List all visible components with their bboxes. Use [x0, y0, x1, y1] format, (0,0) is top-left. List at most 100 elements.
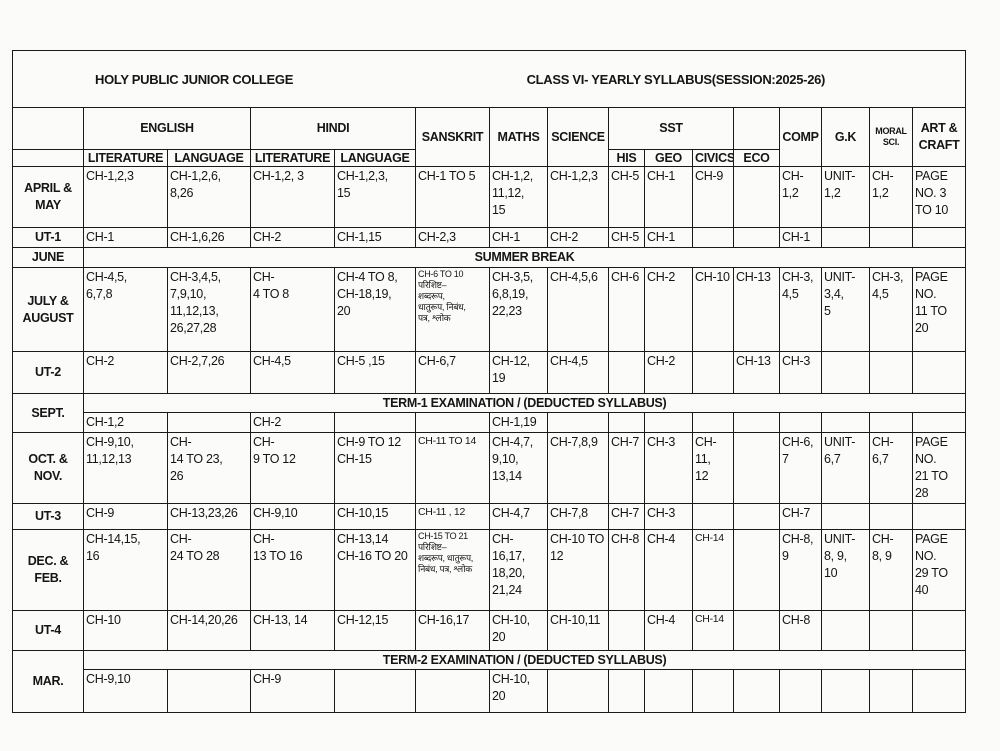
syllabus-cell: CH-2 — [644, 351, 693, 394]
column-header-hindi: HINDI — [250, 107, 416, 150]
syllabus-cell: CH-2,7,26 — [167, 351, 251, 394]
syllabus-cell: CH-13 — [733, 351, 780, 394]
title-bar: HOLY PUBLIC JUNIOR COLLEGE CLASS VI- YEA… — [14, 68, 965, 90]
syllabus-cell: CH- 6,7 — [869, 432, 913, 504]
syllabus-cell — [334, 412, 416, 433]
syllabus-cell: CH-3 — [779, 351, 822, 394]
syllabus-cell: CH-7,8,9 — [547, 432, 609, 504]
syllabus-cell — [911, 227, 967, 248]
table-row: UT-4 CH-10 CH-14,20,26 CH-13, 14 CH-12,15 CH-… — [12, 610, 967, 651]
syllabus-cell: CH-12, 19 — [489, 351, 548, 394]
syllabus-cell: CH-1 TO 5 — [415, 166, 490, 228]
month-label: JULY & AUGUST — [12, 267, 84, 352]
column-header-blank — [12, 107, 84, 150]
syllabus-cell: CH-9 — [250, 669, 335, 713]
syllabus-cell: CH-9 TO 12 CH-15 — [334, 432, 416, 504]
syllabus-cell: CH- 11, 12 — [692, 432, 734, 504]
syllabus-cell: CH-10, 20 — [489, 669, 548, 713]
syllabus-cell — [547, 669, 609, 713]
table-row: MAR. TERM-2 EXAMINATION / (DEDUCTED SYLLA… — [12, 650, 967, 713]
syllabus-cell: CH-2,3 — [415, 227, 490, 248]
syllabus-cell: CH-7 — [608, 432, 645, 504]
table-row: JUNE SUMMER BREAK — [12, 247, 967, 268]
syllabus-cell: CH-4,5 — [250, 351, 335, 394]
banner-term-2-examination-deducted-syllabus: TERM-2 EXAMINATION / (DEDUCTED SYLLABUS) — [82, 650, 967, 670]
column-header-art-craft: ART & CRAFT — [911, 107, 967, 167]
syllabus-cell — [911, 351, 967, 394]
syllabus-cell — [869, 610, 913, 651]
syllabus-document: HOLY PUBLIC JUNIOR COLLEGE CLASS VI- YEA… — [11, 50, 967, 713]
column-header-comp: COMP — [779, 107, 822, 167]
syllabus-cell — [415, 669, 490, 713]
column-header-moral-sci: MORAL SCI. — [869, 107, 913, 167]
syllabus-cell: UNIT- 6,7 — [821, 432, 870, 504]
syllabus-cell: CH-4 TO 8, CH-18,19, 20 — [334, 267, 416, 352]
syllabus-cell: PAGE NO. 11 TO 20 — [911, 267, 967, 352]
syllabus-cell — [911, 412, 967, 433]
syllabus-cell: CH- 1,2 — [779, 166, 822, 228]
document-title: CLASS VI- YEARLY SYLLABUS(SESSION:2025-2… — [526, 71, 826, 87]
syllabus-cell: CH-13,23,26 — [167, 503, 251, 530]
banner-summer-break: SUMMER BREAK — [82, 247, 967, 268]
syllabus-cell: CH- 4 TO 8 — [250, 267, 335, 352]
syllabus-cell: CH-6, 7 — [779, 432, 822, 504]
syllabus-cell: CH-3,5, 6,8,19, 22,23 — [489, 267, 548, 352]
column-header-science: SCIENCE — [547, 107, 609, 167]
syllabus-cell: CH-8 — [608, 529, 645, 611]
syllabus-cell: CH-5 — [608, 227, 645, 248]
table-row: UT-3 CH-9 CH-13,23,26 CH-9,10 CH-10,15 CH-11 … — [12, 503, 967, 530]
syllabus-cell: PAGE NO. 3 TO 10 — [911, 166, 967, 228]
syllabus-cell: CH-5 — [608, 166, 645, 228]
syllabus-cell — [869, 412, 913, 433]
table-row: UT-1 CH-1 CH-1,6,26 CH-2 CH-1,15 CH-2,3 CH-1 CH… — [12, 227, 967, 248]
syllabus-cell: CH-11 TO 14 — [415, 432, 490, 504]
school-name: HOLY PUBLIC JUNIOR COLLEGE — [95, 71, 294, 87]
syllabus-cell — [869, 351, 913, 394]
syllabus-cell: CH-1,2, 11,12, 15 — [489, 166, 548, 228]
syllabus-cell: CH-1,6,26 — [167, 227, 251, 248]
table-row: UT-2 CH-2 CH-2,7,26 CH-4,5 CH-5 ,15 CH-6,7 CH-… — [12, 351, 967, 394]
syllabus-cell: CH-1,15 — [334, 227, 416, 248]
syllabus-cell: CH-11 , 12 — [415, 503, 490, 530]
syllabus-cell: CH- 14 TO 23, 26 — [167, 432, 251, 504]
sub-header-civics: CIVICS — [692, 149, 734, 167]
sub-header-his: HIS — [608, 149, 645, 167]
syllabus-cell: CH- 24 TO 28 — [167, 529, 251, 611]
syllabus-cell: CH-10,15 — [334, 503, 416, 530]
syllabus-cell: CH- 16,17, 18,20, 21,24 — [489, 529, 548, 611]
table-row: CH-9,10 CH-9 CH-10, 20 — [13, 669, 967, 713]
syllabus-cell — [733, 227, 780, 248]
syllabus-cell: CH-1 — [644, 227, 693, 248]
table-row: OCT. & NOV. CH-9,10, 11,12,13 CH- 14 TO 23… — [12, 432, 967, 504]
syllabus-cell: CH-12,15 — [334, 610, 416, 651]
syllabus-cell: CH-2 — [547, 227, 609, 248]
syllabus-cell: CH-1,2,3, 15 — [334, 166, 416, 228]
syllabus-cell — [692, 227, 734, 248]
syllabus-cell: CH-6 — [608, 267, 645, 352]
syllabus-cell — [821, 503, 870, 530]
syllabus-cell: CH-9 — [692, 166, 734, 228]
syllabus-cell: CH-6 TO 10 परिशिष्ट– शब्दरूप, धातुरूप, न… — [415, 267, 490, 352]
syllabus-cell: CH- 8, 9 — [869, 529, 913, 611]
syllabus-cell: UNIT- 3,4, 5 — [821, 267, 870, 352]
syllabus-cell: CH-9 — [83, 503, 168, 530]
syllabus-cell: CH-2 — [83, 351, 168, 394]
syllabus-cell: CH-9,10 — [250, 503, 335, 530]
column-header-english: ENGLISH — [83, 107, 251, 150]
syllabus-cell — [779, 669, 822, 713]
sub-header-literature: LITERATURE — [250, 149, 335, 167]
syllabus-cell: UNIT- 8, 9, 10 — [821, 529, 870, 611]
syllabus-cell — [821, 610, 870, 651]
syllabus-cell: UNIT- 1,2 — [821, 166, 870, 228]
syllabus-cell: CH-1 — [644, 166, 693, 228]
syllabus-cell: CH- 9 TO 12 — [250, 432, 335, 504]
syllabus-cell — [733, 529, 780, 611]
syllabus-cell: CH-7 — [608, 503, 645, 530]
syllabus-cell: CH-2 — [644, 267, 693, 352]
column-header-sst: SST — [608, 107, 734, 150]
syllabus-cell: CH-4,5, 6,7,8 — [83, 267, 168, 352]
syllabus-cell: CH-1 — [779, 227, 822, 248]
month-label: UT-2 — [12, 351, 84, 394]
month-label: JUNE — [12, 247, 84, 268]
syllabus-cell — [692, 669, 734, 713]
